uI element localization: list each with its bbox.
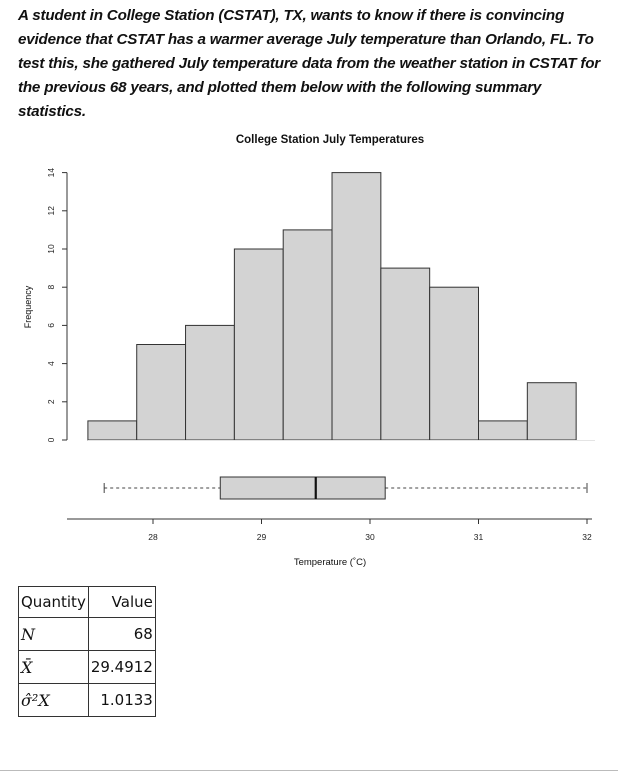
chart-title: College Station July Temperatures (236, 134, 424, 146)
problem-statement: A student in College Station (CSTAT), TX… (18, 7, 601, 120)
x-tick-label: 28 (148, 532, 158, 542)
boxplot (103, 476, 588, 500)
table-header-row: Quantity Value (18, 586, 156, 618)
symbol-mean: X̄ (18, 650, 89, 684)
table-row: N 68 (18, 617, 156, 651)
histogram-bar (526, 382, 577, 441)
histogram-bar (185, 324, 235, 441)
symbol-variance: σ̂²X (18, 683, 89, 717)
y-tick-label: 12 (46, 206, 56, 216)
y-axis: 0 2 4 6 8 10 12 14 (46, 168, 68, 442)
y-tick-label: 6 (46, 323, 56, 328)
x-tick-label: 30 (365, 532, 375, 542)
histogram-bar (429, 286, 479, 441)
histogram-bar (87, 420, 138, 441)
x-tick-label: 32 (582, 532, 592, 542)
value-mean: 29.4912 (87, 650, 156, 684)
value-n: 68 (87, 617, 156, 651)
temperature-chart: College Station July Temperatures Freque… (23, 134, 595, 568)
y-tick-label: 8 (46, 285, 56, 290)
x-axis-label: Temperature (˚C) (294, 557, 366, 568)
y-tick-label: 4 (46, 361, 56, 366)
histogram-bar (331, 172, 382, 441)
histogram-bar (380, 267, 431, 441)
y-tick-label: 0 (46, 437, 56, 442)
y-tick-label: 10 (46, 244, 56, 254)
symbol-n: N (18, 617, 89, 651)
histogram-bar (136, 344, 187, 441)
box-iqr (219, 476, 386, 500)
header-quantity: Quantity (18, 586, 89, 618)
histogram-bar (233, 248, 284, 441)
histogram-bars (87, 172, 595, 441)
histogram-bar (478, 420, 528, 441)
y-tick-label: 14 (46, 168, 56, 178)
header-value: Value (87, 586, 156, 618)
x-axis: 28 29 30 31 32 (67, 518, 592, 542)
summary-statistics-table: Quantity Value N 68 X̄ 29.4912 σ̂²X 1.01… (18, 586, 156, 717)
value-variance: 1.0133 (87, 683, 156, 717)
x-tick-label: 31 (474, 532, 484, 542)
y-tick-label: 2 (46, 399, 56, 404)
table-row: σ̂²X 1.0133 (18, 683, 156, 717)
table-row: X̄ 29.4912 (18, 650, 156, 684)
y-axis-label: Frequency (23, 285, 33, 328)
bottom-divider (0, 770, 618, 771)
histogram-bar (282, 229, 333, 441)
x-tick-label: 29 (257, 532, 267, 542)
